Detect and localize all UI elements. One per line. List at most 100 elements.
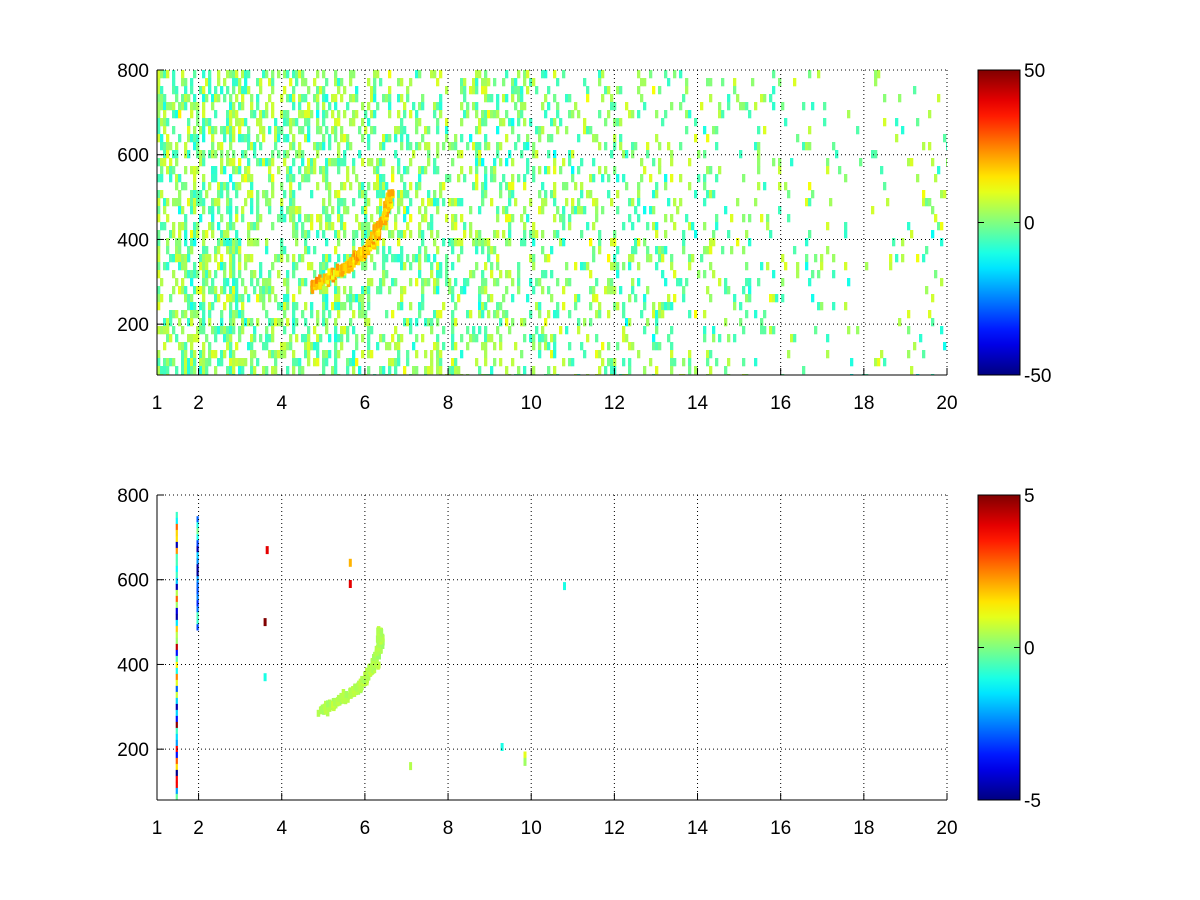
heatmap-cell	[652, 222, 656, 231]
heatmap-cell	[412, 342, 416, 351]
heatmap-cell	[166, 334, 170, 343]
heatmap-cell	[418, 182, 422, 191]
heatmap-cell	[388, 246, 392, 255]
heatmap-cell	[511, 278, 515, 287]
heatmap-cell	[349, 94, 353, 103]
heatmap-cell	[409, 262, 413, 271]
heatmap-cell	[931, 158, 935, 167]
heatmap-cell	[340, 94, 344, 103]
heatmap-cell	[925, 198, 929, 207]
heatmap-cell	[517, 270, 521, 279]
heatmap-cell	[682, 94, 686, 103]
heatmap-cell	[199, 150, 203, 159]
heatmap-cell	[553, 334, 557, 343]
heatmap-cell	[496, 302, 500, 311]
heatmap-cell	[367, 366, 371, 375]
heatmap-cell	[334, 326, 338, 335]
heatmap-cell	[259, 78, 263, 87]
heatmap-cell	[259, 214, 263, 223]
heatmap-cell	[421, 198, 425, 207]
heatmap-cell	[493, 166, 497, 175]
heatmap-cell	[256, 206, 260, 215]
heatmap-cell	[202, 286, 206, 295]
heatmap-cell	[427, 198, 431, 207]
heatmap-cell	[493, 358, 497, 367]
heatmap-cell	[199, 366, 203, 375]
heatmap-cell	[760, 318, 764, 327]
heatmap-cell	[856, 126, 860, 135]
ridge-cell	[385, 210, 389, 218]
heatmap-cell	[409, 142, 413, 151]
heatmap-cell	[319, 334, 323, 343]
heatmap-cell	[634, 142, 638, 151]
heatmap-cell	[157, 326, 161, 335]
heatmap-cell	[316, 70, 320, 79]
heatmap-cell	[439, 94, 443, 103]
heatmap-cell	[187, 366, 191, 375]
heatmap-cell	[190, 310, 194, 319]
heatmap-cell	[811, 102, 815, 111]
heatmap-cell	[922, 190, 926, 199]
heatmap-cell	[313, 166, 317, 175]
heatmap-cell	[214, 86, 218, 95]
heatmap-cell	[364, 190, 368, 199]
heatmap-cell	[241, 318, 245, 327]
heatmap-cell	[385, 342, 389, 351]
heatmap-cell	[229, 118, 233, 127]
heatmap-cell	[493, 310, 497, 319]
heatmap-cell	[361, 286, 365, 295]
heatmap-cell	[292, 350, 296, 359]
heatmap-cell	[253, 222, 257, 231]
heatmap-cell	[229, 102, 233, 111]
heatmap-cell	[748, 294, 752, 303]
heatmap-cell	[343, 150, 347, 159]
heatmap-cell	[427, 366, 431, 375]
heatmap-cell	[535, 230, 539, 239]
heatmap-cell	[166, 118, 170, 127]
heatmap-cell	[202, 150, 206, 159]
heatmap-cell	[316, 102, 320, 111]
heatmap-cell	[262, 366, 266, 375]
ridge-cell	[318, 282, 322, 290]
heatmap-cell	[355, 94, 359, 103]
heatmap-cell	[181, 310, 185, 319]
heatmap-cell	[211, 142, 215, 151]
heatmap-cell	[325, 350, 329, 359]
heatmap-cell	[262, 278, 266, 287]
heatmap-cell	[553, 342, 557, 351]
heatmap-cell	[631, 142, 635, 151]
heatmap-cell	[235, 342, 239, 351]
heatmap-cell	[193, 310, 197, 319]
heatmap-cell	[286, 270, 290, 279]
x-tick-label: 4	[276, 393, 287, 414]
heatmap-cell	[664, 70, 668, 79]
heatmap-cell	[556, 126, 560, 135]
streak-cell	[175, 787, 178, 795]
heatmap-cell	[523, 334, 527, 343]
heatmap-cell	[766, 262, 770, 271]
heatmap-cell	[640, 78, 644, 87]
heatmap-cell	[652, 334, 656, 343]
heatmap-cell	[214, 350, 218, 359]
heatmap-cell	[928, 310, 932, 319]
heatmap-cell	[385, 134, 389, 143]
heatmap-cell	[376, 342, 380, 351]
heatmap-cell	[313, 358, 317, 367]
heatmap-cell	[268, 294, 272, 303]
heatmap-cell	[172, 270, 176, 279]
heatmap-cell	[361, 190, 365, 199]
heatmap-cell	[379, 182, 383, 191]
heatmap-cell	[727, 286, 731, 295]
heatmap-cell	[571, 166, 575, 175]
ridge-cell	[350, 264, 354, 272]
heatmap-cell	[277, 270, 281, 279]
heatmap-cell	[547, 286, 551, 295]
heatmap-cell	[667, 78, 671, 87]
streak-cell	[175, 583, 178, 591]
heatmap-cell	[193, 350, 197, 359]
heatmap-cell	[361, 118, 365, 127]
heatmap-cell	[217, 190, 221, 199]
heatmap-cell	[265, 190, 269, 199]
heatmap-cell	[250, 238, 254, 247]
heatmap-cell	[844, 230, 848, 239]
